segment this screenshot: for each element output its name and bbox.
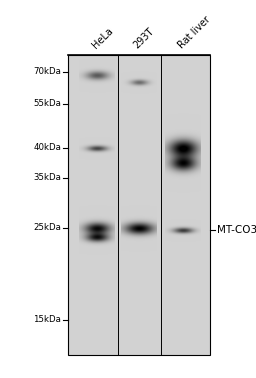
Text: 40kDa: 40kDa (33, 144, 61, 152)
Text: 70kDa: 70kDa (33, 68, 61, 76)
Text: 35kDa: 35kDa (33, 174, 61, 183)
Text: 293T: 293T (132, 26, 156, 50)
Text: MT-CO3: MT-CO3 (217, 225, 256, 235)
Text: 15kDa: 15kDa (33, 316, 61, 324)
Text: 25kDa: 25kDa (33, 223, 61, 232)
Text: HeLa: HeLa (90, 25, 115, 50)
Text: 55kDa: 55kDa (33, 99, 61, 108)
Bar (68, 55, 210, 355)
Text: Rat liver: Rat liver (176, 14, 212, 50)
